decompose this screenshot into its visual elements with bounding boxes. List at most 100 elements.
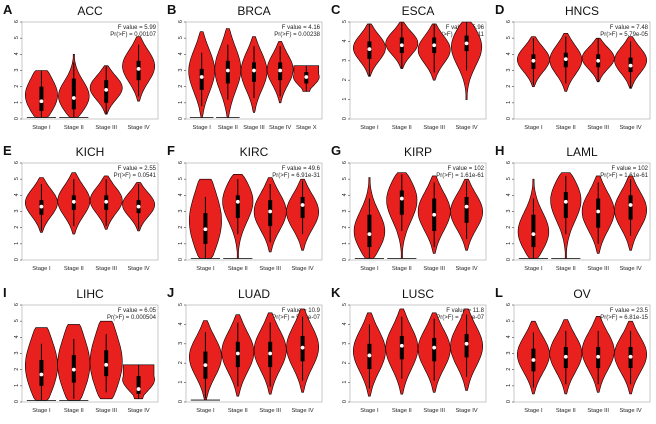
iqr-box xyxy=(199,68,204,90)
median-dot xyxy=(399,343,404,348)
x-tick-label: Stage II xyxy=(392,408,412,414)
y-tick-label: 5 xyxy=(342,177,348,180)
y-tick-label: 3 xyxy=(342,342,348,345)
x-tick-label: Stage II xyxy=(64,125,84,131)
panel-title: HNCS xyxy=(565,4,599,18)
y-tick-label: 0 xyxy=(342,400,348,403)
panel-letter: F xyxy=(167,143,175,158)
y-tick-label: 2 xyxy=(342,361,348,364)
panel-letter: L xyxy=(495,285,503,300)
median-dot xyxy=(432,345,437,350)
median-dot xyxy=(367,232,372,237)
y-tick-label: 0 xyxy=(506,258,512,261)
y-tick-label: 5 xyxy=(178,303,184,306)
y-tick-label: 0 xyxy=(14,400,20,403)
p-value-label: Pr(>F) = 0.00238 xyxy=(274,32,320,38)
y-tick-label: 6 xyxy=(506,303,512,306)
y-tick-label: 2 xyxy=(342,78,348,81)
x-tick-label: Stage I xyxy=(524,266,543,272)
median-dot xyxy=(367,353,372,358)
panel-title: LUAD xyxy=(238,287,270,301)
y-tick-label: 5 xyxy=(506,36,512,39)
p-value-label: Pr(>F) = 0.000504 xyxy=(107,315,157,321)
median-dot xyxy=(464,41,469,46)
x-tick-label: Stage I xyxy=(360,408,379,414)
x-tick-label: Stage III xyxy=(95,266,117,272)
p-value-label: Pr(>F) = 6.81e-15 xyxy=(600,315,648,321)
median-dot xyxy=(300,345,305,350)
median-dot xyxy=(199,75,204,79)
p-value-label: Pr(>F) = 6.91e-31 xyxy=(272,173,320,179)
x-tick-label: Stage II xyxy=(556,125,576,131)
panel-letter: D xyxy=(495,2,504,17)
median-dot xyxy=(71,367,76,372)
x-tick-label: Stage IV xyxy=(455,266,477,272)
y-tick-label: 5 xyxy=(178,177,184,180)
x-tick-label: Stage III xyxy=(423,408,445,414)
median-dot xyxy=(235,199,240,204)
x-tick-label: Stage IV xyxy=(291,266,313,272)
y-tick-label: 0 xyxy=(14,117,20,120)
y-tick-label: 4 xyxy=(506,52,512,55)
panel-title: OV xyxy=(573,287,590,301)
median-dot xyxy=(104,199,109,204)
y-tick-label: 1 xyxy=(506,242,512,245)
panel-title: LIHC xyxy=(76,287,104,301)
median-dot xyxy=(71,96,76,100)
x-tick-label: Stage III xyxy=(95,125,117,131)
median-dot xyxy=(39,372,44,377)
y-tick-label: 4 xyxy=(506,193,512,196)
y-tick-label: 4 xyxy=(14,193,20,196)
median-dot xyxy=(203,363,208,368)
y-tick-label: 1 xyxy=(14,384,20,387)
iqr-box xyxy=(464,334,469,358)
y-tick-label: 6 xyxy=(14,20,20,23)
iqr-box xyxy=(300,196,305,218)
median-dot xyxy=(628,63,633,68)
median-dot xyxy=(596,209,601,214)
y-tick-label: 5 xyxy=(342,303,348,306)
y-tick-label: 2 xyxy=(506,368,512,371)
y-tick-label: 4 xyxy=(14,335,20,338)
median-dot xyxy=(563,57,568,62)
y-tick-label: 1 xyxy=(178,101,184,104)
x-tick-label: Stage IV xyxy=(455,125,477,131)
x-tick-label: Stage I xyxy=(524,125,543,131)
panel-title: BRCA xyxy=(237,4,270,18)
y-tick-label: 1 xyxy=(342,98,348,101)
panel-title: KICH xyxy=(76,145,105,159)
y-tick-label: 3 xyxy=(506,352,512,355)
median-dot xyxy=(531,232,536,237)
median-dot xyxy=(136,66,141,71)
p-value-label: Pr(>F) = 0.0541 xyxy=(114,173,157,179)
x-tick-label: Stage IV xyxy=(291,408,313,414)
y-tick-label: 4 xyxy=(342,193,348,196)
panel-letter: E xyxy=(3,143,12,158)
y-tick-label: 3 xyxy=(342,210,348,213)
y-tick-label: 0 xyxy=(178,400,184,403)
y-tick-label: 1 xyxy=(506,101,512,104)
iqr-box xyxy=(399,336,404,360)
y-tick-label: 5 xyxy=(506,319,512,322)
y-tick-label: 3 xyxy=(14,352,20,355)
median-dot xyxy=(304,75,309,79)
panel-title: LAML xyxy=(566,145,598,159)
x-tick-label: Stage I xyxy=(32,408,51,414)
y-tick-label: 2 xyxy=(342,226,348,229)
y-tick-label: 6 xyxy=(506,161,512,164)
x-tick-label: Stage I xyxy=(32,125,51,131)
y-tick-label: 5 xyxy=(342,20,348,23)
median-dot xyxy=(464,341,469,346)
x-tick-label: Stage III xyxy=(423,125,445,131)
y-tick-label: 2 xyxy=(506,85,512,88)
iqr-box xyxy=(628,195,633,220)
x-tick-label: Stage III xyxy=(259,266,281,272)
x-tick-label: Stage IV xyxy=(127,266,149,272)
panel-title: KIRC xyxy=(240,145,269,159)
y-tick-label: 0 xyxy=(178,117,184,120)
